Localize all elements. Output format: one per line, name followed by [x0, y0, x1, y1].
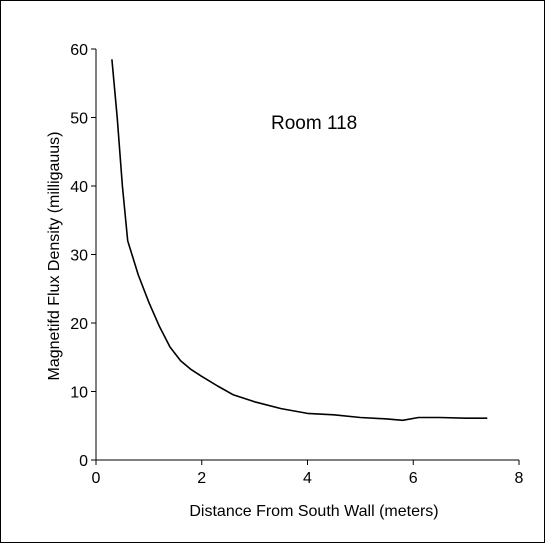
- axes: [95, 49, 519, 461]
- y-tick-label: 60: [70, 42, 88, 59]
- series-layer: [111, 59, 488, 422]
- y-tick-label: 40: [70, 179, 88, 196]
- y-tick-label: 20: [70, 316, 88, 333]
- chart-annotation: Room 118: [271, 113, 357, 134]
- y-tick-label: 30: [70, 248, 88, 265]
- y-tick-label: 10: [70, 385, 88, 402]
- series-line: [111, 59, 488, 422]
- x-tick-label: 6: [409, 470, 418, 487]
- y-tick-label: 50: [70, 111, 88, 128]
- x-tick-label: 2: [197, 470, 206, 487]
- x-tick-label: 8: [515, 470, 524, 487]
- y-axis-title: Magnetifd Flux Density (milligauus): [46, 132, 63, 381]
- y-tick-label: 0: [79, 453, 88, 470]
- ticks: 0 2 4 6 8 0 10 20 30 40 50 60: [70, 42, 523, 487]
- x-tick-label: 0: [92, 470, 101, 487]
- x-tick-label: 4: [303, 470, 312, 487]
- x-axis-title: Distance From South Wall (meters): [189, 503, 438, 520]
